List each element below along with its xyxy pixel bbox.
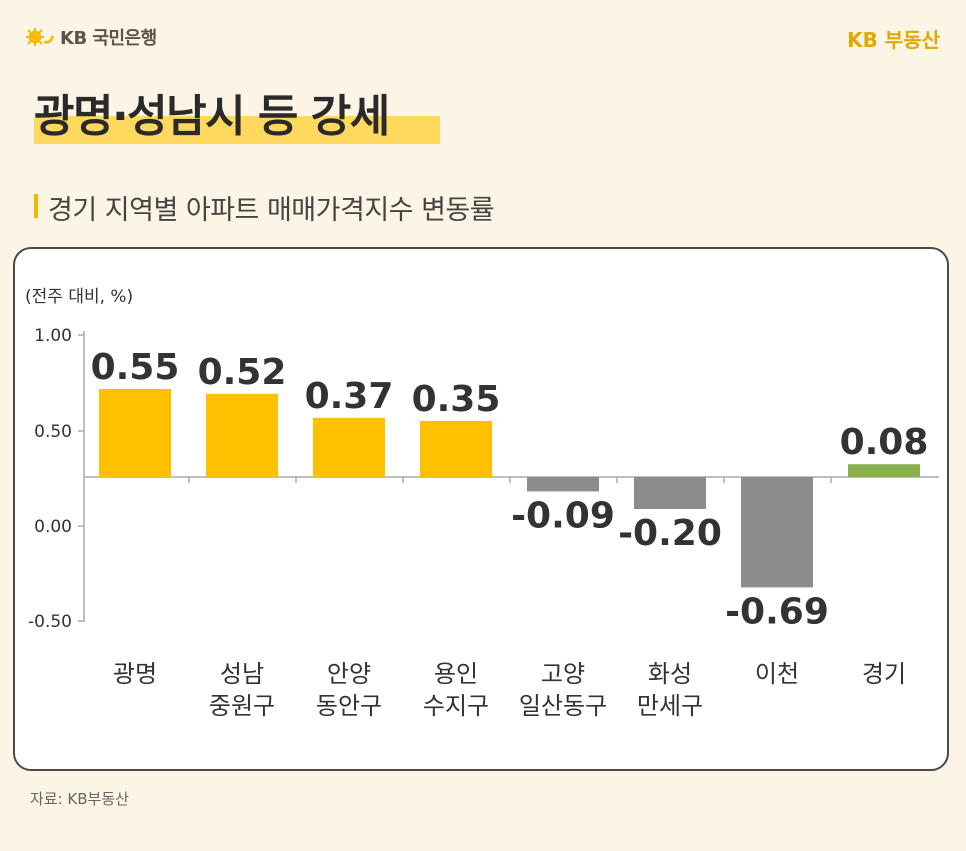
y-tick-label: 1.00 [34, 326, 72, 346]
bank-name: KB 국민은행 [60, 28, 157, 49]
bar [741, 477, 813, 588]
headline-highlight [34, 116, 440, 144]
bar [313, 417, 385, 477]
x-tick-label: 경기 [862, 660, 906, 688]
chart-subtitle: 경기 지역별 아파트 매매가격지수 변동률 [48, 195, 495, 226]
y-tick-label: -0.50 [28, 612, 72, 632]
x-tick-label: 고양 [541, 660, 585, 688]
x-tick-label: 안양 [327, 660, 371, 688]
kb-star-icon [26, 28, 54, 46]
data-label: -0.20 [618, 513, 722, 554]
data-label: 0.08 [840, 422, 929, 463]
source-note: 자료: KB부동산 [30, 790, 129, 808]
headline-block: 광명·성남시 등 강세 [34, 86, 440, 148]
y-tick-label: 0.50 [34, 422, 72, 442]
bar [206, 393, 278, 477]
x-tick-label: 수지구 [423, 692, 489, 720]
bar [527, 477, 599, 492]
x-tick-label: 광명 [113, 660, 157, 688]
data-label: -0.69 [725, 591, 829, 632]
data-label: 0.35 [412, 379, 501, 420]
data-label: 0.55 [91, 347, 180, 388]
x-tick-label: 만세구 [637, 692, 703, 720]
kb-realestate-logo: KB 부동산 [847, 28, 940, 52]
x-tick-label: 성남 [220, 660, 264, 688]
subtitle-marker [34, 194, 38, 218]
data-label: 0.37 [305, 376, 394, 417]
kb-bank-logo: KB 국민은행 [24, 24, 157, 50]
bar [848, 464, 920, 477]
bar [99, 389, 171, 477]
x-tick-label: 용인 [434, 660, 478, 688]
bar [420, 421, 492, 477]
page-title: 광명·성남시 등 강세 [34, 91, 390, 142]
x-tick-label: 일산동구 [519, 692, 607, 720]
bar-chart: (전주 대비, %) 1.00 0.50 0.00 -0.50 0.55 광명 0.52 성남중… [25, 287, 939, 720]
data-label: -0.09 [511, 495, 615, 536]
data-label: 0.52 [198, 352, 287, 393]
y-tick-label: 0.00 [34, 517, 72, 537]
x-tick-label: 중원구 [209, 692, 275, 720]
x-tick-label: 이천 [755, 660, 799, 688]
x-tick-label: 화성 [648, 660, 692, 688]
bar [634, 477, 706, 509]
y-unit-label: (전주 대비, %) [25, 287, 133, 307]
x-tick-label: 동안구 [316, 692, 382, 720]
